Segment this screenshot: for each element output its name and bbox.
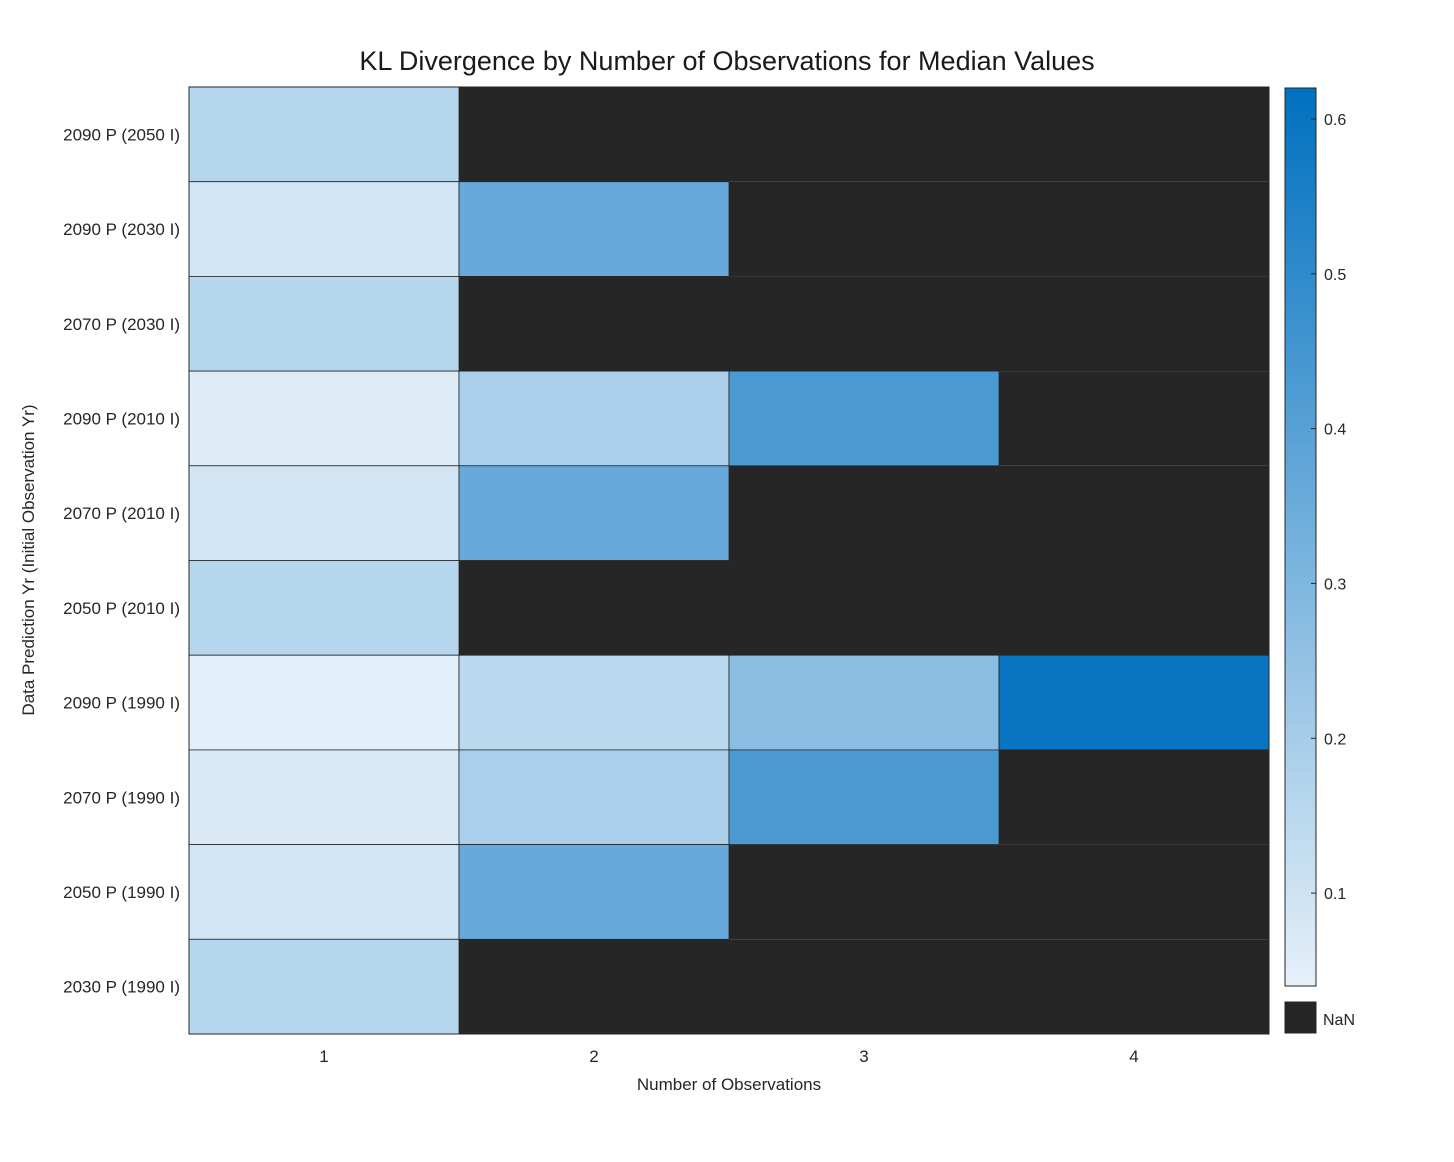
heatmap-cells bbox=[188, 86, 1270, 1035]
nan-legend-label: NaN bbox=[1323, 1012, 1355, 1029]
x-tick-label: 3 bbox=[859, 1047, 868, 1066]
heatmap-cell-nan bbox=[729, 939, 999, 1034]
y-tick-label: 2030 P (1990 I) bbox=[63, 978, 180, 997]
heatmap-cell bbox=[458, 181, 730, 277]
heatmap-cell bbox=[188, 749, 460, 846]
heatmap-cell-nan bbox=[999, 939, 1269, 1034]
colorbar-tick-label: 0.3 bbox=[1324, 576, 1346, 593]
y-tick-label: 2090 P (2030 I) bbox=[63, 220, 180, 239]
heatmap-cell bbox=[998, 654, 1270, 751]
heatmap-cell bbox=[188, 560, 460, 656]
heatmap-cell-nan bbox=[729, 560, 999, 656]
x-tick-labels: 1 2 3 4 bbox=[319, 1047, 1138, 1066]
heatmap-cell bbox=[458, 844, 730, 940]
heatmap-cell-nan bbox=[459, 939, 729, 1034]
heatmap-cell bbox=[458, 465, 730, 561]
y-tick-label: 2070 P (2010 I) bbox=[63, 504, 180, 523]
heatmap-cell-nan bbox=[999, 181, 1269, 277]
y-tick-label: 2090 P (2050 I) bbox=[63, 125, 180, 144]
heatmap-cell bbox=[188, 844, 460, 940]
y-axis-label: Data Prediction Yr (Initial Observation … bbox=[19, 404, 38, 715]
heatmap-cell bbox=[188, 86, 460, 183]
x-tick-label: 1 bbox=[319, 1047, 328, 1066]
heatmap-cell bbox=[188, 275, 460, 372]
colorbar-tick-label: 0.2 bbox=[1324, 731, 1346, 748]
heatmap-cell bbox=[458, 749, 730, 846]
colorbar-tick-label: 0.4 bbox=[1324, 422, 1346, 439]
heatmap-cell-nan bbox=[459, 560, 729, 656]
heatmap-cell bbox=[188, 181, 460, 277]
y-tick-label: 2090 P (1990 I) bbox=[63, 694, 180, 713]
y-tick-label: 2090 P (2010 I) bbox=[63, 409, 180, 428]
heatmap-cell-nan bbox=[729, 87, 999, 182]
heatmap-cell-nan bbox=[999, 560, 1269, 656]
heatmap-cell bbox=[188, 465, 460, 561]
nan-legend-swatch bbox=[1284, 1001, 1317, 1034]
heatmap-cell-nan bbox=[999, 844, 1269, 940]
x-tick-label: 2 bbox=[589, 1047, 598, 1066]
y-tick-label: 2070 P (1990 I) bbox=[63, 788, 180, 807]
chart-title: KL Divergence by Number of Observations … bbox=[359, 46, 1094, 76]
colorbar-tick-label: 0.6 bbox=[1324, 112, 1346, 129]
heatmap-cell-nan bbox=[999, 749, 1269, 845]
heatmap-cell bbox=[188, 370, 460, 467]
y-tick-labels: 2090 P (2050 I) 2090 P (2030 I) 2070 P (20… bbox=[63, 125, 180, 996]
heatmap-cell-nan bbox=[459, 276, 729, 372]
colorbar-tick-label: 0.1 bbox=[1324, 886, 1346, 903]
y-tick-label: 2070 P (2030 I) bbox=[63, 315, 180, 334]
y-tick-label: 2050 P (2010 I) bbox=[63, 599, 180, 618]
heatmap-cell-nan bbox=[729, 844, 999, 940]
plot-border bbox=[188, 86, 1270, 1035]
heatmap-cell-nan bbox=[729, 181, 999, 277]
heatmap-cell-nan bbox=[999, 371, 1269, 466]
x-axis-label: Number of Observations bbox=[637, 1075, 821, 1094]
heatmap-cell-nan bbox=[999, 87, 1269, 182]
heatmap-cell bbox=[188, 654, 460, 751]
y-tick-label: 2050 P (1990 I) bbox=[63, 883, 180, 902]
heatmap-cell-nan bbox=[459, 87, 729, 182]
heatmap-cell-nan bbox=[999, 276, 1269, 372]
heatmap-cell bbox=[458, 370, 730, 467]
heatmap-cell bbox=[728, 654, 1000, 751]
x-tick-label: 4 bbox=[1129, 1047, 1138, 1066]
heatmap-cell bbox=[728, 370, 1000, 467]
heatmap-cell-nan bbox=[729, 276, 999, 372]
heatmap-cell bbox=[728, 749, 1000, 846]
colorbar bbox=[1284, 87, 1317, 987]
heatmap-cell bbox=[188, 938, 460, 1035]
heatmap-cell-nan bbox=[999, 465, 1269, 561]
colorbar-ticks: 0.1 0.2 0.3 0.4 0.5 0.6 bbox=[1311, 112, 1346, 903]
colorbar-tick-label: 0.5 bbox=[1324, 267, 1346, 284]
heatmap-cell bbox=[458, 654, 730, 751]
heatmap-cell-nan bbox=[729, 465, 999, 561]
